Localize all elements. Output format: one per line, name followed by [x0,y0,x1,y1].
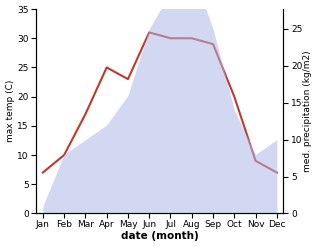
Y-axis label: max temp (C): max temp (C) [5,80,15,143]
Y-axis label: med. precipitation (kg/m2): med. precipitation (kg/m2) [303,50,313,172]
X-axis label: date (month): date (month) [121,231,199,242]
